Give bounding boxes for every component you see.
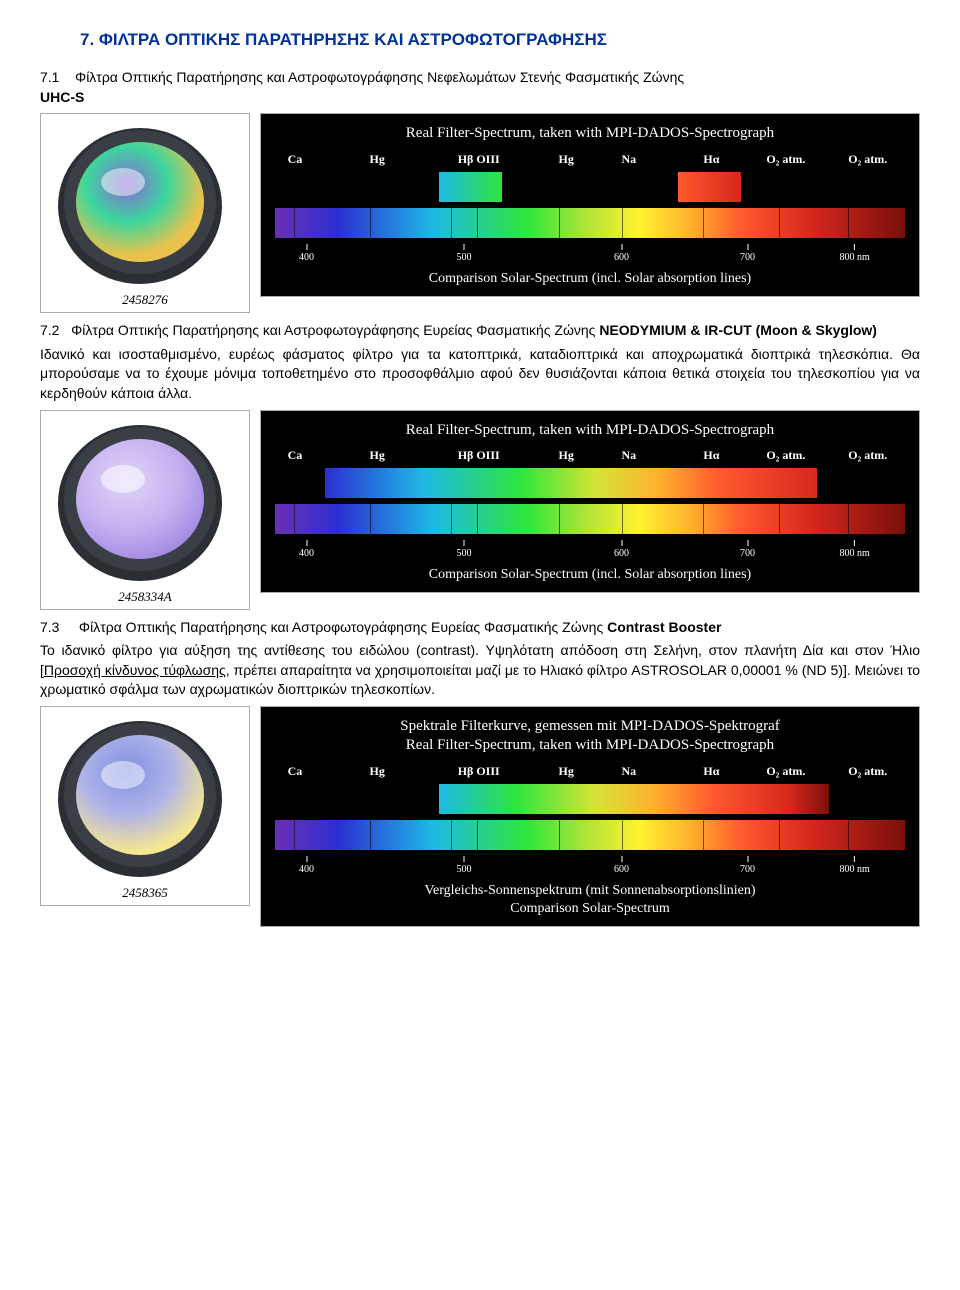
solar-spectrum-bar xyxy=(275,208,905,238)
caption-de: Vergleichs-Sonnenspektrum (mit Sonnenabs… xyxy=(424,883,755,898)
sec-bold: Contrast Booster xyxy=(607,619,721,635)
spectrum-title: Real Filter-Spectrum, taken with MPI-DAD… xyxy=(275,421,905,441)
product-code: 2458276 xyxy=(45,292,245,308)
sec-text: Φίλτρα Οπτικής Παρατήρησης και Αστροφωτο… xyxy=(79,619,607,635)
spectrum-neo: Real Filter-Spectrum, taken with MPI-DAD… xyxy=(260,410,920,594)
sec-bold: NEODYMIUM & IR-CUT (Moon & Skyglow) xyxy=(599,322,877,338)
sec-text: Φίλτρα Οπτικής Παρατήρησης και Αστροφωτο… xyxy=(75,69,684,85)
title-en: Real Filter-Spectrum, taken with MPI-DAD… xyxy=(406,737,774,753)
section-7.1: 7.1 Φίλτρα Οπτικής Παρατήρησης και Αστρο… xyxy=(40,68,920,107)
product-code: 2458334A xyxy=(45,589,245,605)
spectrum-title: Real Filter-Spectrum, taken with MPI-DAD… xyxy=(275,124,905,144)
filter-image-neo: 2458334A xyxy=(40,410,250,610)
sec-num: 7.2 xyxy=(40,322,59,338)
filter-image-con: 2458365 xyxy=(40,706,250,906)
sec-bold: UHC-S xyxy=(40,89,84,105)
element-labels: CaHgHβ OIIIHgNaHαO₂ atm.O₂ atm. xyxy=(275,448,905,464)
filter-spectrum-bar xyxy=(275,784,905,814)
spectrum-caption: Vergleichs-Sonnenspektrum (mit Sonnenabs… xyxy=(275,882,905,918)
title-de: Spektrale Filterkurve, gemessen mit MPI-… xyxy=(400,718,780,734)
wavelength-ticks: 400500600700800 nm xyxy=(275,540,905,562)
wavelength-ticks: 400500600700800 nm xyxy=(275,856,905,878)
caption-en2: Comparison Solar-Spectrum xyxy=(510,901,670,916)
spectrum-caption: Comparison Solar-Spectrum (incl. Solar a… xyxy=(275,270,905,288)
row-7.1: 2458276 Real Filter-Spectrum, taken with… xyxy=(40,113,920,313)
section-7.2-body: Ιδανικό και ισοσταθμισμένο, ευρέως φάσμα… xyxy=(40,345,920,404)
sec-text: Φίλτρα Οπτικής Παρατήρησης και Αστροφωτο… xyxy=(71,322,599,338)
spectrum-caption: Comparison Solar-Spectrum (incl. Solar a… xyxy=(275,566,905,584)
sec-num: 7.1 xyxy=(40,69,59,85)
sec-num: 7.3 xyxy=(40,619,59,635)
element-labels: CaHgHβ OIIIHgNaHαO₂ atm.O₂ atm. xyxy=(275,764,905,780)
filter-spectrum-bar xyxy=(275,172,905,202)
element-labels: CaHgHβ OIIIHgNaHαO₂ atm.O₂ atm. xyxy=(275,152,905,168)
spectrum-con: Spektrale Filterkurve, gemessen mit MPI-… xyxy=(260,706,920,927)
row-7.2: 2458334A Real Filter-Spectrum, taken wit… xyxy=(40,410,920,610)
solar-spectrum-bar xyxy=(275,820,905,850)
page-heading: 7. ΦΙΛΤΡΑ ΟΠΤΙΚΗΣ ΠΑΡΑΤΗΡΗΣΗΣ ΚΑΙ ΑΣΤΡΟΦ… xyxy=(40,30,920,50)
section-7.3: 7.3 Φίλτρα Οπτικής Παρατήρησης και Αστρο… xyxy=(40,618,920,638)
solar-spectrum-bar xyxy=(275,504,905,534)
spectrum-title: Spektrale Filterkurve, gemessen mit MPI-… xyxy=(275,717,905,756)
row-7.3: 2458365 Spektrale Filterkurve, gemessen … xyxy=(40,706,920,927)
wavelength-ticks: 400500600700800 nm xyxy=(275,244,905,266)
underline-warning: Προσοχή κίνδυνος τύφλωσης xyxy=(44,662,226,678)
section-7.2: 7.2 Φίλτρα Οπτικής Παρατήρησης και Αστρο… xyxy=(40,321,920,341)
filter-image-uhc: 2458276 xyxy=(40,113,250,313)
section-7.3-body: Το ιδανικό φίλτρο για αύξηση της αντίθεσ… xyxy=(40,641,920,700)
product-code: 2458365 xyxy=(45,885,245,901)
spectrum-uhc: Real Filter-Spectrum, taken with MPI-DAD… xyxy=(260,113,920,297)
filter-spectrum-bar xyxy=(275,468,905,498)
